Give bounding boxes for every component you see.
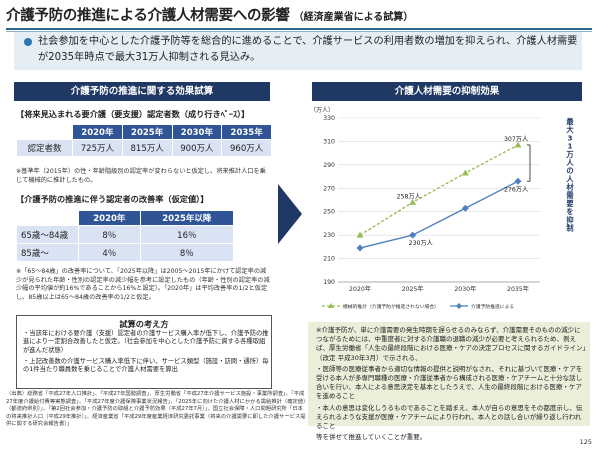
side-label-char: 制 <box>566 224 573 233</box>
table1-col-2035: 2035年 <box>221 124 272 140</box>
table2-corner <box>16 210 79 226</box>
data-label: 230万人 <box>409 240 433 247</box>
assumptions-title: 試算の考え方 <box>119 319 169 329</box>
note-item: 等を併せて推進していくことが重要。 <box>316 433 427 442</box>
data-point <box>409 198 417 205</box>
left-panel-title: 介護予防の推進に関する効果試算 <box>14 82 270 101</box>
table2-heading: 【介護予防の推進に伴う認定者の改善率（仮定値）】 <box>16 194 209 204</box>
y-tick-label: 210 <box>323 256 335 263</box>
side-label-char: 人 <box>566 158 574 167</box>
summary-box: 社会参加を中心とした介護予防等を総合的に進めることで、介護サービスの利用者数の増… <box>14 32 582 70</box>
summary-text: 社会参加を中心とした介護予防等を総合的に進めることで、介護サービスの利用者数の増… <box>38 36 578 63</box>
data-label: 258万人 <box>397 193 421 200</box>
page-title-block: 介護予防の推進による介護人材需要への影響 （経済産業省による試算） <box>6 4 592 32</box>
data-point <box>461 204 469 212</box>
series-line-1 <box>359 180 519 249</box>
data-point <box>461 169 469 176</box>
chevron-right-icon <box>278 184 302 244</box>
table1-cell: 725万人 <box>72 139 123 157</box>
x-tick-label: 2035年 <box>507 285 529 293</box>
legend-marker-1 <box>456 303 462 309</box>
data-label: 307万人 <box>504 136 528 143</box>
legend-marker-0 <box>328 303 334 308</box>
side-label-char: 万 <box>565 150 573 159</box>
right-panel-title: 介護人材需要の抑制効果 <box>312 82 582 101</box>
table1-cell: 815万人 <box>121 139 173 157</box>
assumption-item: ・上記改善数の介護サービス購入率低下に伴い、サービス類型（施設・訪問・通所）毎の… <box>23 357 269 374</box>
page-title: 介護予防の推進による介護人材需要への影響 <box>6 8 290 24</box>
table1-corner <box>16 124 73 140</box>
assumptions-box: 試算の考え方 ・当該年における要介護（支援）認定者の介護サービス購入率が低下し、… <box>16 315 272 389</box>
legend-label-1: 介護予防推進による <box>471 303 514 310</box>
side-label-char: 3 <box>567 133 572 142</box>
data-point <box>356 231 364 238</box>
table1-col-2020: 2020年 <box>72 124 123 140</box>
y-tick-label: 230 <box>323 232 335 239</box>
data-point <box>514 141 522 148</box>
side-label-char: 需 <box>566 191 573 200</box>
table2-cell: 8％ <box>78 225 141 244</box>
table1-heading: 【将来見込まれる要介護（要支援）認定者数（成り行きﾍﾞｰｽ）】 <box>16 109 250 119</box>
table2-row-label: 85歳～ <box>16 243 79 262</box>
side-label-char: を <box>566 207 573 216</box>
table1-cell: 960万人 <box>221 139 272 157</box>
table1-row-label: 認定者数 <box>16 139 73 157</box>
data-point <box>514 177 522 185</box>
data-label: 276万人 <box>504 186 528 193</box>
x-tick-label: 2025年 <box>402 285 424 293</box>
page-subtitle: （経済産業省による試算） <box>293 12 414 23</box>
table2-row-label: 65歳～84歳 <box>16 225 79 244</box>
assumptions-text: ・当該年における要介護（支援）認定者の介護サービス購入率が低下し、介護予防の推進… <box>23 330 269 374</box>
side-label-char: 人 <box>566 174 574 183</box>
note-item: ※介護予防が、単に介護需要の発生時期を遅らせるのみならず、介護需要そのものの減少… <box>316 326 586 362</box>
labor-demand-chart: （万人） 190 210 230 250 270 290 310 330 2020年 2025年 20… <box>310 107 574 310</box>
title-underline-thin <box>6 31 592 32</box>
bullet-dot-icon <box>24 38 32 46</box>
y-unit-label: （万人） <box>310 107 334 114</box>
table2-note: ※「65～84歳」の改善率について、「2025年以降」は2005～2015年にか… <box>16 268 270 301</box>
y-tick-label: 310 <box>323 138 335 145</box>
table2-cell: 8％ <box>139 243 235 262</box>
y-tick-label: 330 <box>323 115 335 122</box>
table2-col-2025: 2025年以降 <box>139 210 235 226</box>
certified-count-table: 2020年 2025年 2030年 2035年 認定者数 725万人 815万人… <box>16 124 272 157</box>
data-point <box>409 231 417 239</box>
title-underline <box>6 28 592 30</box>
note-item: ・医師等の医療従事者から適切な情報の提供と説明がなされ、それに基づいて医療・ケア… <box>316 364 583 401</box>
y-tick-label: 190 <box>323 279 335 286</box>
side-label-char: 最 <box>566 117 574 126</box>
side-label-char: の <box>566 166 573 175</box>
legend-label-0: 機械的推計（介護予防が推進されない場合） <box>343 303 439 310</box>
side-label-char: 抑 <box>566 215 573 224</box>
table1-note: ※基準年（2015年）の性・年齢階級別の認定率が変わらないと仮定し、将来推計人口… <box>16 168 266 184</box>
note-item: ・本人の意思は変化しうるものであることを踏まえ、本人が自らの意思をその都度示し、… <box>316 403 583 431</box>
table2-cell: 16％ <box>139 225 235 244</box>
side-label-char: 材 <box>565 183 574 192</box>
notes-box: ※介護予防が、単に介護需要の発生時期を遅らせるのみならず、介護需要そのものの減少… <box>308 322 590 441</box>
side-label-char: 大 <box>566 125 574 134</box>
source-note: （出典）総務省「平成27年人口推計」、「平成27年国勢調査」、厚生労働省「平成2… <box>6 391 306 427</box>
y-tick-label: 290 <box>323 162 335 169</box>
table1-cell: 900万人 <box>171 139 223 157</box>
table2-cell: 4％ <box>78 243 141 262</box>
x-tick-label: 2030年 <box>454 285 476 293</box>
assumption-item: ・当該年における要介護（支援）認定者の介護サービス購入率が低下し、介護予防の推進… <box>23 330 269 354</box>
side-label-char: 要 <box>566 199 573 208</box>
data-point <box>356 244 364 252</box>
y-tick-label: 270 <box>323 185 335 192</box>
notes-text: ※介護予防が、単に介護需要の発生時期を遅らせるのみならず、介護需要そのものの減少… <box>316 326 586 442</box>
table1-col-2030: 2030年 <box>171 124 223 140</box>
improvement-rate-table: 2020年 2025年以降 65歳～84歳 8％ 16％ 85歳～ 4％ 8％ <box>16 210 235 262</box>
table1-col-2025: 2025年 <box>121 124 173 140</box>
y-tick-label: 250 <box>323 209 335 216</box>
page-number: 125 <box>579 438 592 446</box>
table2-col-2020: 2020年 <box>78 210 141 226</box>
x-tick-label: 2020年 <box>349 285 371 293</box>
series-line-0 <box>359 144 519 236</box>
side-label-char: 1 <box>567 142 572 151</box>
